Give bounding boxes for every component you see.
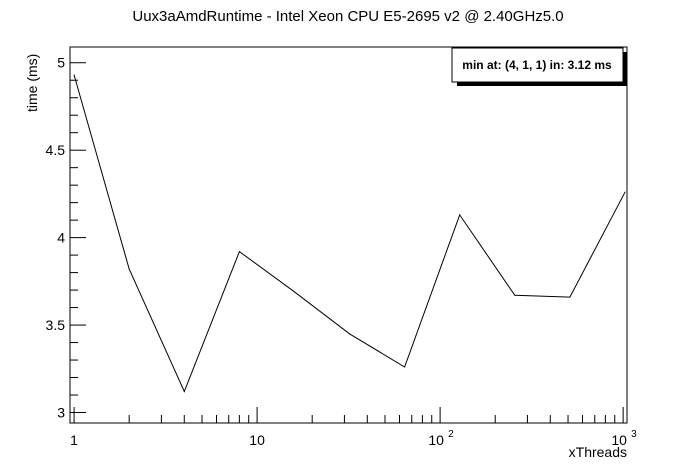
data-point <box>514 294 516 296</box>
x-axis: 1 10 10 2 10 3 <box>70 407 637 448</box>
data-point <box>73 74 75 76</box>
x-tick-exponent: 3 <box>631 429 637 440</box>
y-axis: 3 3.5 4 4.5 5 <box>46 55 86 421</box>
data-points <box>73 74 626 393</box>
data-point <box>238 251 240 253</box>
data-point <box>624 191 626 193</box>
x-tick-label: 10 <box>249 432 265 448</box>
legend-box <box>451 47 624 83</box>
y-axis-label: time (ms) <box>24 54 40 112</box>
y-tick-label: 3.5 <box>46 317 66 333</box>
x-tick-exponent: 2 <box>448 429 454 440</box>
series-line <box>73 74 626 393</box>
data-point <box>293 291 295 293</box>
legend-text: min at: (4, 1, 1) in: 3.12 ms <box>462 58 612 72</box>
data-point <box>349 333 351 335</box>
y-tick-label: 5 <box>57 55 65 71</box>
plot-frame <box>69 46 628 424</box>
data-point <box>128 268 130 270</box>
chart-title: Uux3aAmdRuntime - Intel Xeon CPU E5-2695… <box>132 8 563 25</box>
data-point <box>569 296 571 298</box>
legend-shadow-right <box>623 52 627 86</box>
y-tick-label: 4 <box>57 230 65 246</box>
y-tick-label: 3 <box>57 405 65 421</box>
data-point <box>404 366 406 368</box>
x-tick-label: 10 <box>428 432 444 448</box>
x-tick-label: 1 <box>70 432 78 448</box>
data-point <box>183 391 185 393</box>
legend-shadow-bottom <box>457 82 627 86</box>
x-axis-label: xThreads <box>569 444 627 460</box>
data-point <box>459 214 461 216</box>
x-tick-label: 10 <box>611 432 627 448</box>
legend: min at: (4, 1, 1) in: 3.12 ms <box>451 47 627 86</box>
y-tick-label: 4.5 <box>46 142 66 158</box>
